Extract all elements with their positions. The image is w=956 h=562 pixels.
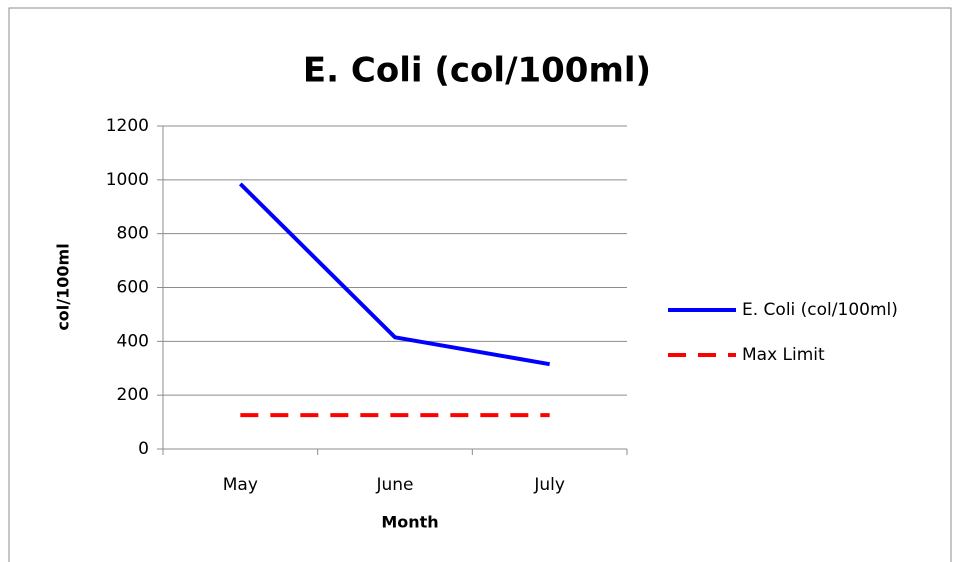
y-tick-label: 600 (117, 278, 149, 298)
series-line (238, 182, 551, 367)
y-tick-label: 800 (117, 224, 149, 244)
y-tick-label: 200 (117, 385, 149, 405)
y-tick-label: 1200 (106, 116, 149, 136)
x-tick-label: May (223, 475, 258, 495)
y-tick-label: 0 (138, 439, 149, 459)
chart-frame (8, 7, 952, 562)
legend-label: Max Limit (742, 345, 825, 365)
y-tick-label: 400 (117, 331, 149, 351)
y-tick-label: 1000 (106, 170, 149, 190)
legend-label: E. Coli (col/100ml) (742, 300, 898, 320)
y-axis-title: col/100ml (54, 243, 73, 330)
chart-title: E. Coli (col/100ml) (303, 51, 651, 91)
x-tick-label: June (375, 475, 413, 495)
x-axis-title: Month (381, 513, 438, 532)
x-tick-label: July (533, 475, 565, 495)
